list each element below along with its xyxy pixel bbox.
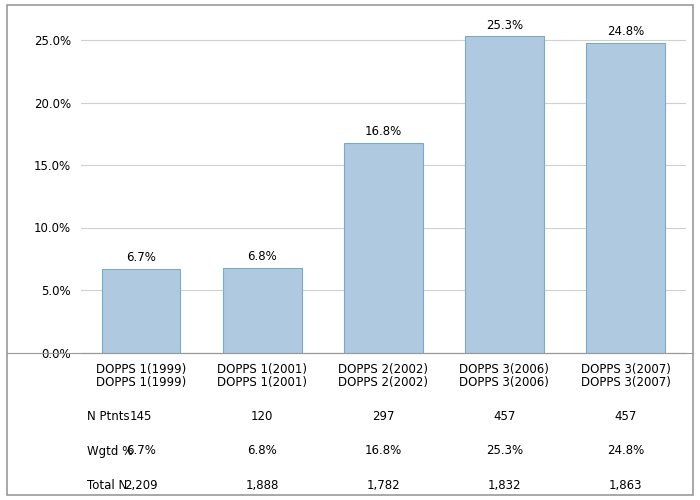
Text: 145: 145: [130, 410, 152, 423]
Text: Total N: Total N: [87, 479, 127, 492]
Bar: [344, 142, 423, 352]
Text: 6.7%: 6.7%: [126, 252, 156, 264]
Text: 1,782: 1,782: [366, 479, 400, 492]
Text: 297: 297: [372, 410, 395, 423]
Bar: [102, 269, 181, 352]
Text: DOPPS 2(2002): DOPPS 2(2002): [338, 376, 428, 389]
Text: 16.8%: 16.8%: [365, 444, 402, 458]
Text: DOPPS 1(2001): DOPPS 1(2001): [217, 376, 307, 389]
Bar: [586, 42, 665, 352]
Text: 120: 120: [251, 410, 273, 423]
Text: 1,832: 1,832: [488, 479, 521, 492]
Text: 1,863: 1,863: [609, 479, 642, 492]
Text: 1,888: 1,888: [246, 479, 279, 492]
Text: DOPPS 1(1999): DOPPS 1(1999): [96, 376, 186, 389]
Bar: [465, 36, 544, 352]
Text: 2,209: 2,209: [124, 479, 158, 492]
Bar: [223, 268, 302, 352]
Text: DOPPS 3(2006): DOPPS 3(2006): [459, 376, 550, 389]
Text: 6.8%: 6.8%: [247, 250, 277, 263]
Text: 25.3%: 25.3%: [486, 444, 523, 458]
Text: 457: 457: [615, 410, 636, 423]
Text: 16.8%: 16.8%: [365, 125, 402, 138]
Text: DOPPS 3(2007): DOPPS 3(2007): [580, 376, 671, 389]
Text: 6.8%: 6.8%: [247, 444, 277, 458]
Text: 24.8%: 24.8%: [607, 444, 644, 458]
Text: 24.8%: 24.8%: [607, 25, 644, 38]
Text: 457: 457: [494, 410, 515, 423]
Text: Wgtd %: Wgtd %: [87, 444, 133, 458]
Text: 6.7%: 6.7%: [126, 444, 156, 458]
Text: N Ptnts: N Ptnts: [87, 410, 130, 423]
Text: 25.3%: 25.3%: [486, 19, 523, 32]
